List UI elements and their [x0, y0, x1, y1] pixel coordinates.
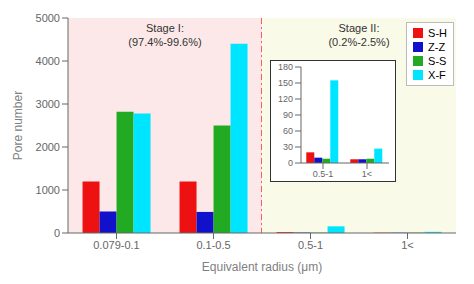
svg-text:Stage II:(0.2%-2.5%): Stage II:(0.2%-2.5%): [328, 22, 389, 48]
svg-text:0: 0: [54, 227, 60, 239]
svg-text:0.079-0.1: 0.079-0.1: [93, 239, 139, 251]
svg-text:1000: 1000: [36, 184, 60, 196]
svg-text:3000: 3000: [36, 98, 60, 110]
html-text:S-S: S-S: [428, 55, 447, 67]
svg-text:0.1-0.5: 0.1-0.5: [196, 239, 230, 251]
svg-text:0.5-1: 0.5-1: [313, 169, 334, 179]
svg-text:180: 180: [278, 62, 293, 72]
svg-text:0: 0: [288, 158, 293, 168]
svg-text:30: 30: [283, 142, 293, 152]
svg-text:Pore number: Pore number: [11, 91, 25, 160]
svg-text:150: 150: [278, 78, 293, 88]
html-text:X-F: X-F: [428, 69, 446, 81]
svg-text:Equivalent radius (μm): Equivalent radius (μm): [202, 260, 322, 274]
svg-text:60: 60: [283, 126, 293, 136]
svg-text:1<: 1<: [362, 169, 372, 179]
html-text:S-H: S-H: [428, 27, 447, 39]
html-text:Z-Z: Z-Z: [428, 41, 446, 53]
svg-text:1<: 1<: [401, 239, 414, 251]
svg-text:4000: 4000: [36, 55, 60, 67]
svg-text:2000: 2000: [36, 141, 60, 153]
svg-text:120: 120: [278, 94, 293, 104]
svg-text:0.5-1: 0.5-1: [298, 239, 323, 251]
svg-text:5000: 5000: [36, 12, 60, 24]
svg-text:Stage I:(97.4%-99.6%): Stage I:(97.4%-99.6%): [128, 22, 201, 48]
svg-text:90: 90: [283, 110, 293, 120]
